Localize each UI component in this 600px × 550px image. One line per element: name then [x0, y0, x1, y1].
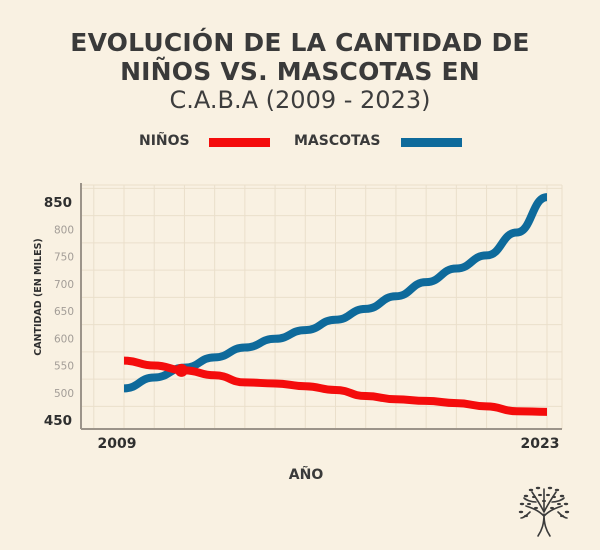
legend-label-mascotas: MASCOTAS	[294, 133, 381, 149]
series-line-ninos	[123, 356, 548, 416]
y-tick-label: 600	[54, 333, 74, 345]
y-tick-label: 550	[54, 361, 74, 373]
legend-swatch-ninos	[209, 138, 270, 147]
markers	[174, 363, 188, 377]
y-tick-label: 750	[54, 252, 74, 264]
legend: NIÑOS MASCOTAS	[0, 132, 600, 152]
x-tick-labels: 2009 2023	[98, 436, 560, 452]
tree-icon	[518, 486, 570, 537]
y-tick-label: 800	[54, 224, 74, 236]
y-tick-label: 500	[54, 388, 74, 400]
x-axis-label: AÑO	[289, 466, 324, 483]
y-tick-labels: 450 500 550 600 650 700 750 800 850	[44, 195, 74, 429]
series-group	[123, 193, 549, 416]
y-tick-label: 700	[54, 279, 74, 291]
y-axis-label: CANTIDAD (EN MILES)	[33, 238, 44, 356]
title-line-2: NIÑOS VS. MASCOTAS EN	[120, 57, 480, 86]
x-tick-label: 2023	[521, 436, 560, 452]
title-line-1: EVOLUCIÓN DE LA CANTIDAD DE	[70, 28, 530, 57]
series-line-mascotas	[123, 193, 549, 393]
chart-title: EVOLUCIÓN DE LA CANTIDAD DE NIÑOS VS. MA…	[0, 28, 600, 115]
axes	[80, 183, 562, 430]
intersection-marker	[174, 363, 188, 377]
title-line-3: C.A.B.A (2009 - 2023)	[169, 86, 431, 114]
x-tick-label: 2009	[98, 436, 137, 452]
y-tick-label: 650	[54, 306, 74, 318]
y-tick-label: 450	[44, 413, 72, 429]
y-tick-label: 850	[44, 195, 72, 211]
legend-swatch-mascotas	[401, 138, 462, 147]
legend-label-ninos: NIÑOS	[139, 133, 190, 149]
